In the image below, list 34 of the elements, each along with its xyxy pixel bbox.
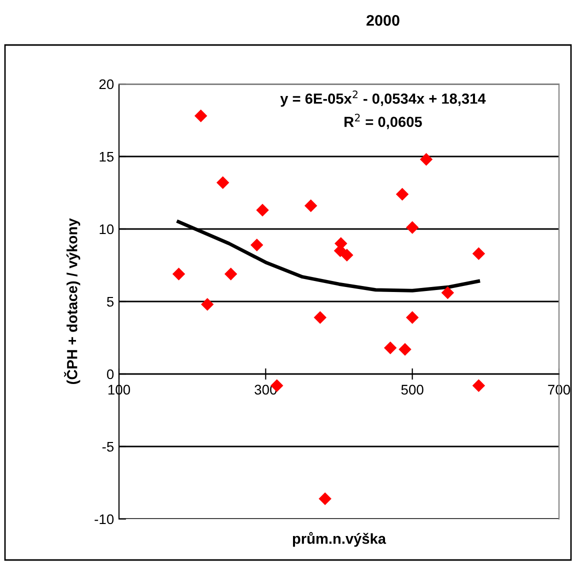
point xyxy=(304,199,318,212)
y-tick-label: -5 xyxy=(102,442,114,452)
point xyxy=(250,238,264,252)
point xyxy=(441,286,454,300)
y-tick-label: 5 xyxy=(106,296,114,307)
y-tick-label: 20 xyxy=(99,79,114,90)
x-tick-label: 700 xyxy=(548,384,570,395)
point xyxy=(194,110,208,122)
point xyxy=(256,204,269,217)
point xyxy=(340,248,354,262)
point xyxy=(384,342,397,354)
y-tick-label: 10 xyxy=(100,224,114,234)
x-tick-label: 500 xyxy=(401,384,424,395)
point xyxy=(472,247,486,260)
point xyxy=(398,342,412,356)
y-axis-title: (ČPH + dotace) / výkony xyxy=(64,218,80,384)
chart-title: 2000 xyxy=(366,15,400,26)
point xyxy=(472,379,486,392)
annotation: R$^{2}$ = 0,0605 xyxy=(344,114,422,130)
point xyxy=(420,153,433,166)
point xyxy=(396,188,409,201)
point xyxy=(314,311,327,324)
annotation: y = 6E-05x$^{2}$ - 0,0534x + 18,314 xyxy=(280,90,486,107)
x-axis-title: prům.n.výška xyxy=(292,532,386,547)
point xyxy=(224,268,238,280)
point xyxy=(201,298,214,311)
y-tick-label: 0 xyxy=(106,369,114,380)
y-tick-label: -10 xyxy=(94,514,114,524)
y-tick-label: 15 xyxy=(100,152,114,162)
point xyxy=(172,268,186,280)
point xyxy=(406,311,419,324)
point xyxy=(318,492,332,506)
point xyxy=(216,176,230,189)
point xyxy=(406,221,419,234)
